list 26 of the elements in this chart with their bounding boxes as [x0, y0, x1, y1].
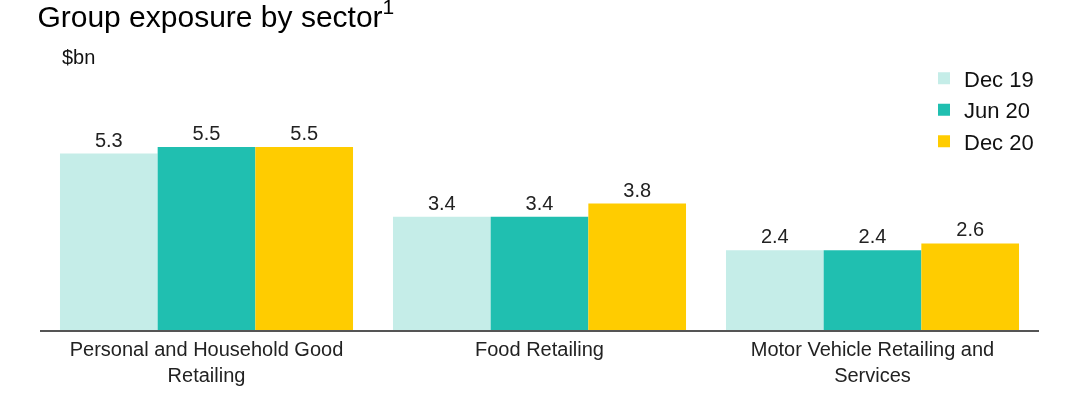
data-label: 3.4 — [525, 191, 554, 214]
data-label: 5.5 — [192, 121, 221, 144]
bar — [823, 250, 922, 330]
y-axis-title: $bn — [62, 46, 96, 68]
data-label: 3.8 — [623, 178, 652, 201]
legend-label: Dec 19 — [964, 66, 1034, 92]
bar — [59, 153, 158, 330]
chart-title: Group exposure by sector$^{1}$ — [37, 0, 395, 34]
x-tick-label: Food Retailing — [475, 337, 604, 360]
bar — [490, 216, 589, 330]
data-label: 2.4 — [858, 225, 887, 248]
legend-label: Dec 20 — [964, 129, 1034, 155]
data-label: 5.5 — [290, 121, 319, 144]
x-tick-label: Motor Vehicle Retailing and Services — [750, 337, 995, 386]
bar — [392, 216, 491, 330]
bar — [921, 243, 1020, 330]
data-label: 3.4 — [427, 191, 456, 214]
data-label: 2.4 — [760, 225, 789, 248]
bar — [157, 146, 256, 330]
legend-label: Jun 20 — [964, 98, 1031, 124]
bar — [588, 203, 687, 330]
x-tick-label: Personal and Household Good Retailing — [69, 337, 344, 386]
data-label: 5.3 — [94, 128, 123, 151]
data-label: 2.6 — [956, 218, 985, 241]
bar — [255, 146, 354, 330]
bar — [725, 250, 824, 330]
